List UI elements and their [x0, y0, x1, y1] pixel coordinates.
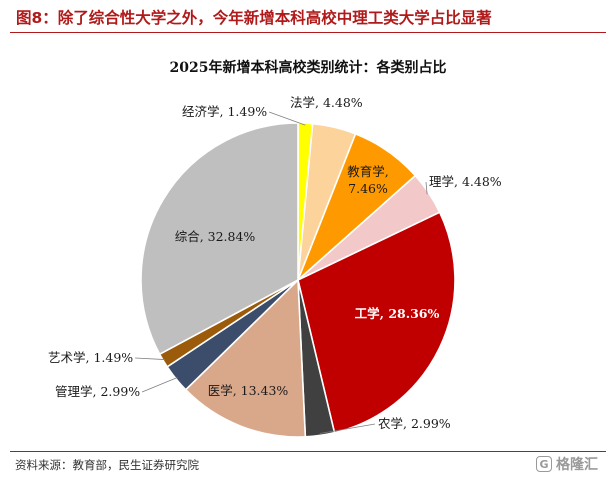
leader-line-8	[141, 377, 178, 393]
pie-label-3-line-2: 7.46%	[348, 181, 388, 196]
pie-label-8: 管理学, 2.99%	[55, 384, 140, 399]
pie-slice-7	[184, 278, 307, 438]
figure-title: 图8：除了综合性大学之外，今年新增本科高校中理工类大学占比显著	[16, 9, 492, 27]
gelonghui-logo-icon: G	[536, 456, 552, 472]
leader-line-1	[268, 111, 306, 126]
pie-label-2: 法学, 4.48%	[290, 95, 363, 110]
pie-leader-lines	[135, 111, 428, 434]
watermark-logo: G 格隆汇	[536, 454, 598, 474]
pie-label-6: 农学, 2.99%	[378, 416, 451, 431]
leader-line-6	[319, 423, 376, 434]
pie-label-4: 理学, 4.48%	[429, 174, 502, 189]
leader-line-9	[135, 357, 166, 360]
pie-labels: 经济学, 1.49% 法学, 4.48% 教育学, 7.46% 理学, 4.48% 工学,…	[48, 95, 502, 431]
pie-label-1: 经济学, 1.49%	[182, 104, 267, 119]
pie-label-10: 综合, 32.84%	[175, 229, 256, 244]
chart-title: 2025年新增本科高校类别统计：各类别占比	[169, 60, 447, 76]
pie-slice-10	[140, 122, 299, 356]
pie-label-9: 艺术学, 1.49%	[48, 350, 133, 365]
pie-label-5: 工学, 28.36%	[355, 306, 440, 321]
pie-label-7: 医学, 13.43%	[208, 383, 289, 398]
pie-label-3-line-1: 教育学,	[347, 164, 388, 179]
pie-slices	[140, 122, 456, 438]
bottom-divider	[10, 451, 606, 452]
watermark-text: 格隆汇	[556, 457, 598, 473]
pie-slice-5	[297, 211, 456, 434]
source-note: 资料来源：教育部，民生证券研究院	[15, 458, 199, 472]
top-divider	[10, 32, 606, 33]
leader-line-4	[425, 181, 428, 195]
